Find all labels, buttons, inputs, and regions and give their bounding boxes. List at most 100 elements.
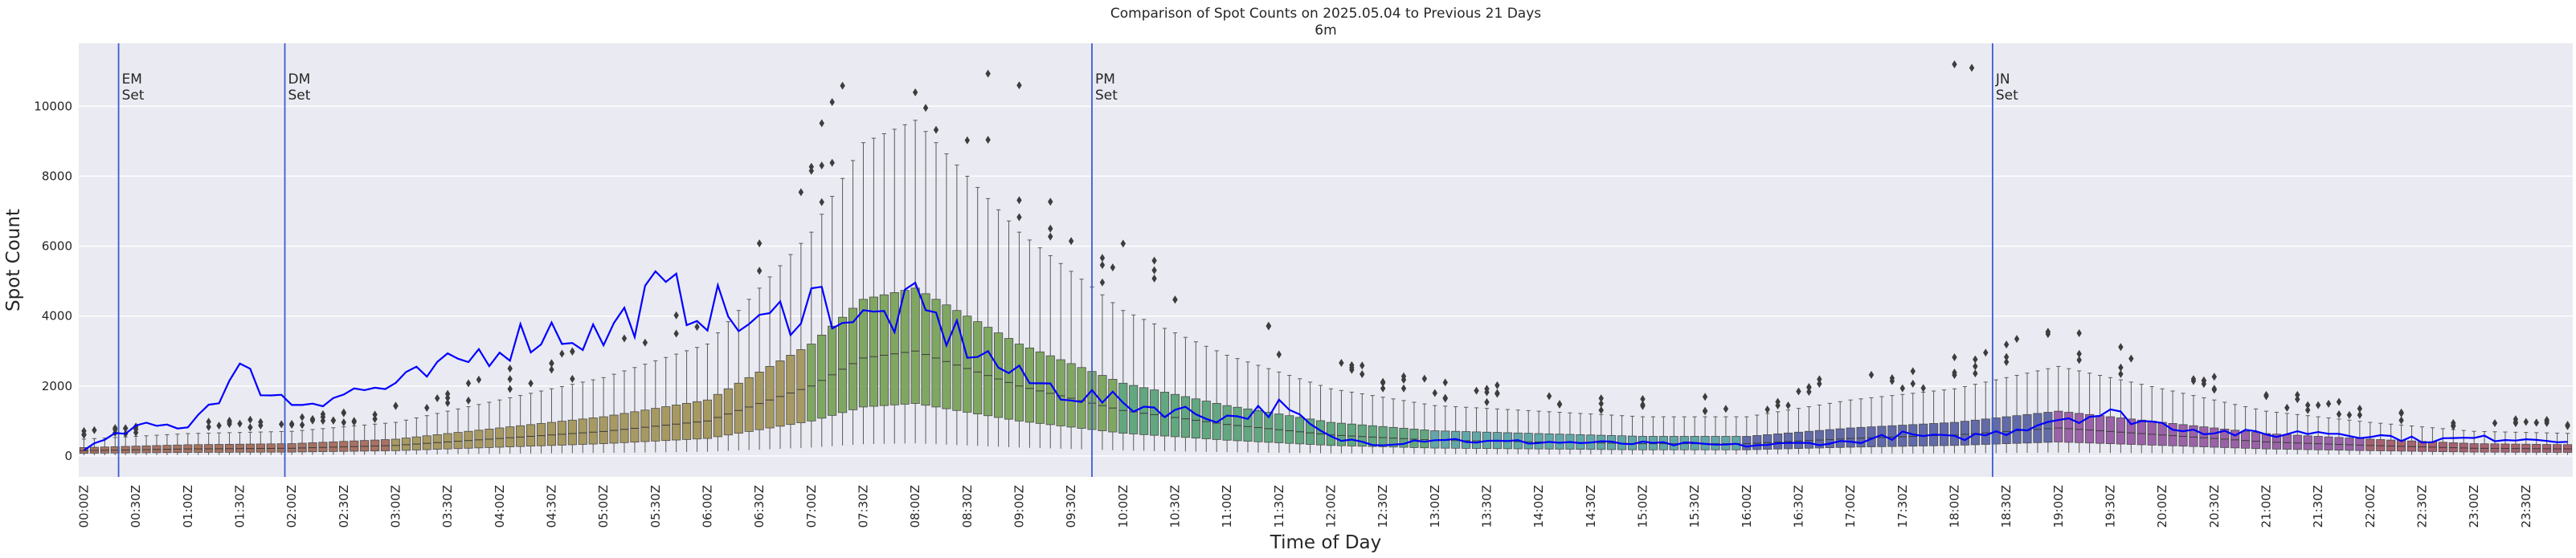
box xyxy=(2033,413,2042,443)
box xyxy=(422,435,431,450)
box xyxy=(1274,413,1284,443)
outlier-point xyxy=(2118,363,2124,372)
outlier-point xyxy=(1785,401,1791,409)
outlier-point xyxy=(1817,379,1822,388)
x-tick-label: 02:30Z xyxy=(337,485,351,528)
box xyxy=(567,419,577,446)
box xyxy=(2241,430,2251,449)
x-tick-label: 12:00Z xyxy=(1323,485,1338,528)
box xyxy=(1462,431,1471,449)
outlier-point xyxy=(227,416,232,425)
x-tick-label: 16:00Z xyxy=(1740,485,1754,528)
outlier-point xyxy=(2544,418,2549,427)
outlier-point xyxy=(1360,369,1365,378)
outlier-point xyxy=(2346,410,2353,419)
outlier-point xyxy=(1702,407,1708,416)
outlier-point xyxy=(829,98,835,107)
x-tick-label: 00:30Z xyxy=(129,485,143,528)
box xyxy=(879,294,889,406)
box xyxy=(1357,424,1367,447)
outlier-point xyxy=(507,385,513,393)
box xyxy=(609,414,619,444)
box xyxy=(672,405,681,441)
box xyxy=(900,290,910,405)
box xyxy=(858,299,869,408)
outlier-point xyxy=(1920,384,1926,393)
box xyxy=(921,293,930,406)
x-tick-label: 23:30Z xyxy=(2519,485,2533,528)
outlier-point xyxy=(2003,357,2010,366)
box xyxy=(2376,439,2386,451)
outlier-point xyxy=(2076,349,2082,358)
box xyxy=(516,425,525,447)
outlier-point xyxy=(1889,374,1895,383)
outlier-point xyxy=(528,379,534,388)
box xyxy=(411,436,421,450)
box xyxy=(505,426,515,447)
box xyxy=(2313,436,2323,450)
box xyxy=(1711,436,1720,450)
outlier-point xyxy=(2201,377,2207,385)
outlier-point xyxy=(1983,348,1989,357)
box xyxy=(1835,428,1845,448)
x-tick-label: 13:30Z xyxy=(1479,485,1494,528)
outlier-point xyxy=(570,374,575,383)
x-tick-label: 07:30Z xyxy=(856,485,870,528)
outlier-point xyxy=(1068,237,1074,246)
box xyxy=(536,423,546,446)
outlier-point xyxy=(2076,356,2082,365)
outlier-point xyxy=(1910,367,1916,376)
plot-area xyxy=(79,43,2573,477)
y-ticks: 0 2000 4000 6000 8000 10000 xyxy=(34,99,72,462)
outlier-point xyxy=(2492,419,2498,428)
x-tick-label: 19:30Z xyxy=(2103,485,2117,528)
outlier-point xyxy=(985,69,991,78)
box xyxy=(931,299,941,408)
box xyxy=(401,438,411,451)
outlier-point xyxy=(435,394,440,403)
outlier-point xyxy=(1442,393,1448,402)
box xyxy=(1399,427,1409,448)
outlier-point xyxy=(2295,390,2300,399)
box xyxy=(838,316,848,413)
box xyxy=(2251,432,2261,450)
box xyxy=(817,334,827,419)
outlier-point xyxy=(1048,198,1053,206)
box xyxy=(2178,424,2188,447)
outlier-point xyxy=(2190,377,2197,385)
box xyxy=(474,430,484,449)
x-tick-label: 21:00Z xyxy=(2259,485,2273,528)
outlier-point xyxy=(1868,370,1875,379)
box xyxy=(661,406,671,442)
box xyxy=(2271,434,2281,450)
box xyxy=(619,413,629,443)
outlier-point xyxy=(2118,343,2124,352)
x-ticks: 00:00Z 00:30Z 01:00Z 01:30Z 02:00Z 02:30Z 03:0… xyxy=(76,485,2533,528)
outlier-point xyxy=(2263,390,2269,399)
x-tick-label: 22:30Z xyxy=(2414,485,2429,528)
box xyxy=(2355,438,2365,451)
box xyxy=(526,424,536,447)
outlier-point xyxy=(247,415,253,424)
outlier-point xyxy=(1775,397,1781,406)
box xyxy=(1045,355,1055,426)
outlier-point xyxy=(2336,397,2342,406)
outlier-point xyxy=(1099,278,1106,287)
outlier-point xyxy=(2523,417,2529,426)
outlier-point xyxy=(570,347,575,356)
box xyxy=(2220,429,2230,448)
current-day-line xyxy=(83,270,2568,451)
box xyxy=(2365,438,2375,451)
x-tick-label: 06:30Z xyxy=(752,485,767,528)
box xyxy=(1253,410,1263,442)
outlier-point xyxy=(279,420,284,429)
box xyxy=(2199,426,2209,447)
box xyxy=(2334,437,2344,451)
box xyxy=(775,360,785,427)
outlier-point xyxy=(1806,388,1812,397)
outlier-point xyxy=(372,414,378,423)
outlier-point xyxy=(549,365,554,374)
box xyxy=(651,408,660,442)
outlier-point xyxy=(133,425,139,434)
box xyxy=(2324,436,2333,450)
